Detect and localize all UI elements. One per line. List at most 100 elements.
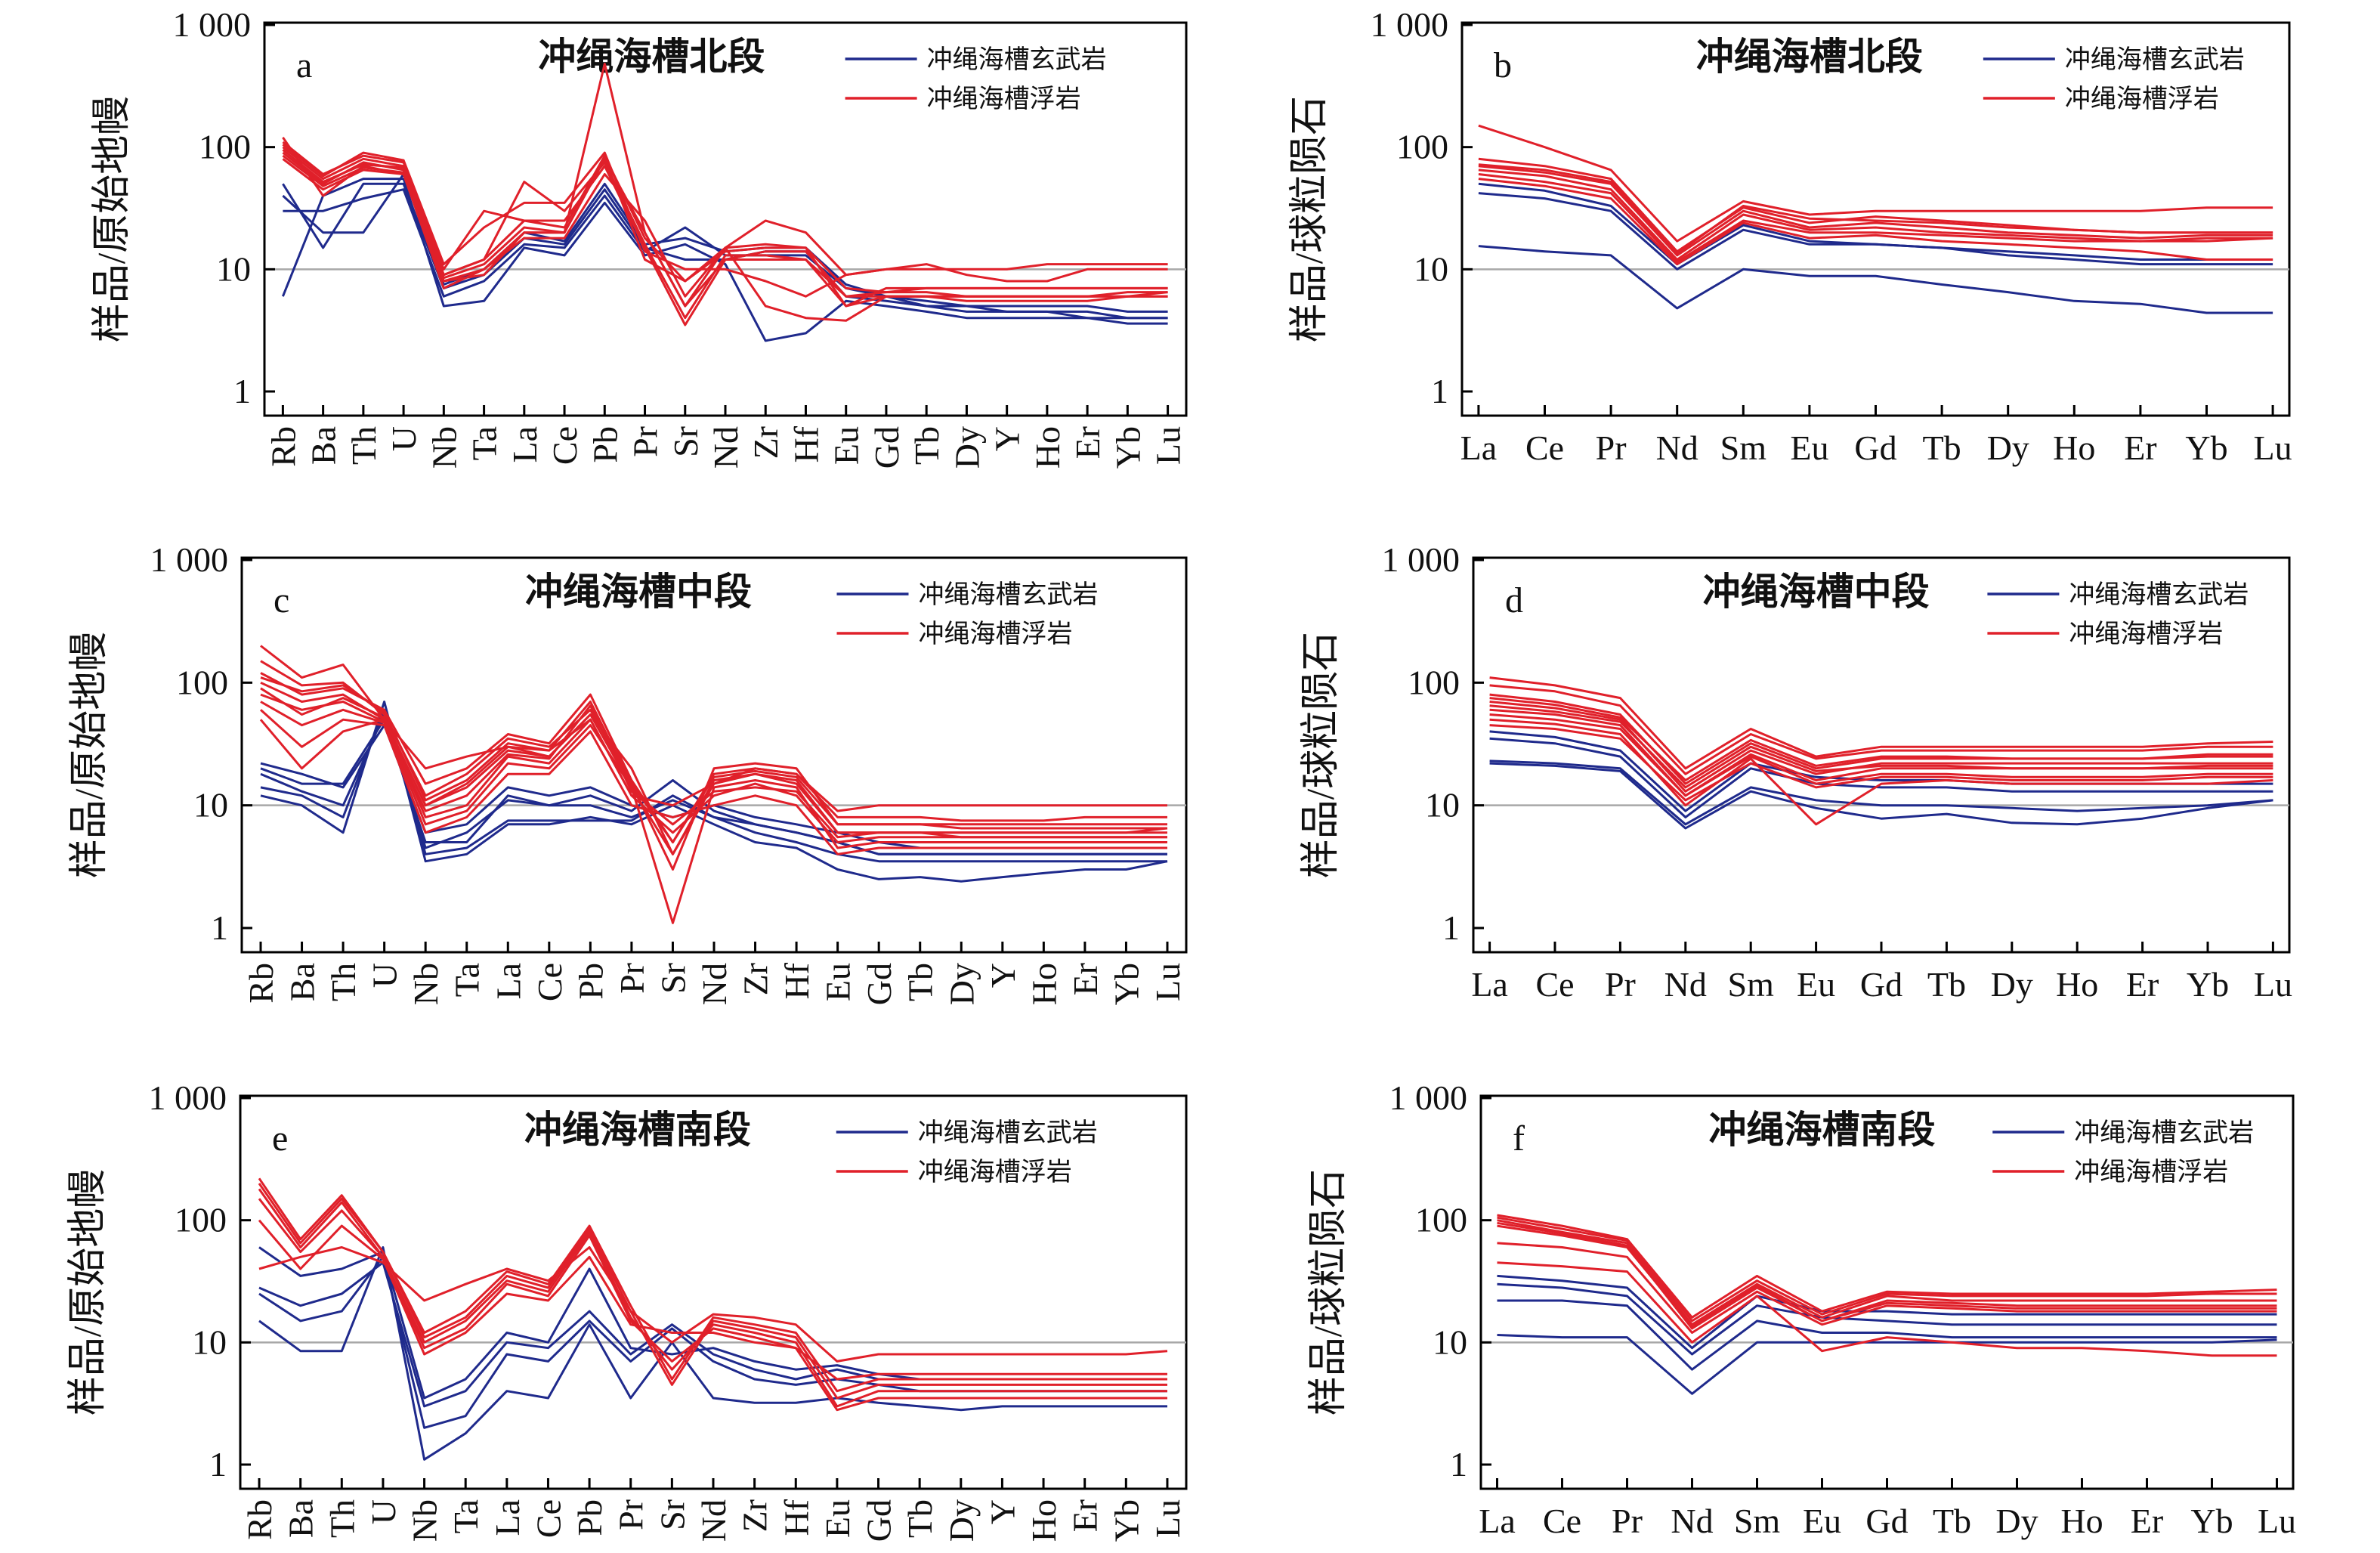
series-line-pumice-10 [1497,1261,2277,1357]
series-line-pumice-14 [260,701,1167,839]
x-tick-label: Nb [425,426,463,469]
y-axis-label: 样品/原始地幔 [68,632,111,878]
legend-entry-pumice: 冲绳海槽浮岩 [2074,1158,2228,1186]
x-tick-label: Nb [406,963,445,1005]
panel-a: 1 10 100 1 000 Rb Ba Th U Nb Ta La Ce Pb Pr Sr Nd Zr Hf Eu… [91,5,1188,469]
x-tick-label: Th [324,963,363,1001]
x-tick-label: Gd [1865,1502,1908,1540]
x-tick-label: Er [1066,1499,1105,1532]
series-line-pumice-11 [282,144,1168,298]
series-line-pumice-12 [282,154,1168,322]
series-line-pumice-14 [1489,697,2273,781]
x-tick-label: Ta [448,963,487,997]
x-tick-label: Er [2131,1502,2163,1540]
series-line-pumice-4 [1478,124,2273,243]
y-tick-label: 10 [216,249,251,288]
series-line-pumice-5 [1497,1214,2277,1319]
x-tick-label: Th [323,1499,361,1538]
x-tick-label: Zr [736,1499,774,1532]
x-tick-label: Er [1066,963,1105,995]
x-tick-label: Gd [1860,965,1902,1004]
legend-entry-pumice: 冲绳海槽浮岩 [919,620,1073,648]
series-line-pumice-6 [258,1183,1167,1400]
plot-frame [1460,21,2291,417]
x-tick-label: Eu [827,426,866,465]
x-tick-label: Er [2124,428,2156,467]
x-tick-label: Ho [1028,426,1067,469]
series-line-basalt-3 [1489,737,2273,818]
x-tick-label: Dy [1991,965,2033,1004]
x-tick-label: Ho [2056,965,2098,1004]
x-tick-label: Ho [2053,428,2095,467]
plot-frame [263,21,1188,417]
x-tick-label: Hf [777,1499,815,1536]
series-line-pumice-11 [1489,724,2273,802]
series-line-pumice-10 [282,149,1168,320]
x-tick-label: U [366,963,404,988]
series-line-pumice-12 [259,718,1167,812]
x-tick-label: Zr [737,963,775,995]
y-tick-label: 10 [1425,786,1460,824]
plot-frame [1472,556,2291,954]
series-line-pumice-12 [1489,713,2273,797]
x-tick-label: Nd [1656,428,1698,467]
series-line-pumice-9 [1478,178,2273,266]
y-tick-label: 1 000 [1371,5,1449,44]
panel-title: 冲绳海槽北段 [538,36,765,78]
x-tick-label: Pb [570,1499,609,1536]
x-tick-label: Tb [1933,1502,1971,1540]
y-axis-label: 样品/球粒陨石 [1300,632,1343,878]
x-tick-label: Ce [1525,428,1564,467]
x-tick-label: Nd [694,1499,733,1542]
x-tick-label: Ba [304,426,343,465]
series-line-pumice-13 [1489,704,2273,789]
series-line-basalt-1 [1478,245,2273,314]
series-line-pumice-10 [1489,718,2273,826]
x-tick-label: Lu [2254,428,2292,467]
x-tick-label: Lu [1148,1499,1187,1538]
x-tick-label: Ce [1535,965,1574,1004]
panel-letter: d [1505,580,1523,620]
series-line-basalt-1 [1489,762,2273,830]
panel-title: 冲绳海槽中段 [525,571,752,613]
y-tick-label: 1 [211,908,228,947]
x-tick-label: Dy [947,426,986,469]
x-tick-label: Ce [546,426,584,465]
x-tick-label: Sm [1720,428,1767,467]
series-line-pumice-10 [258,1219,1167,1381]
panel-letter: a [296,45,312,85]
x-tick-label: Tb [1927,965,1966,1004]
x-tick-label: Tb [901,1499,939,1538]
y-axis-label: 样品/球粒陨石 [1288,96,1331,342]
x-tick-label: Ho [1025,1499,1063,1542]
panel-letter: f [1513,1118,1525,1159]
x-tick-label: Rb [242,963,280,1004]
series-line-basalt-1 [258,1246,1167,1461]
x-tick-label: Ho [2060,1502,2103,1540]
x-tick-label: Ce [530,963,569,1001]
legend-entry-basalt: 冲绳海槽玄武岩 [2069,580,2249,609]
x-tick-label: Sr [653,1499,691,1530]
x-tick-label: La [1471,965,1508,1004]
y-tick-label: 10 [1433,1323,1467,1361]
y-tick-label: 1 000 [173,5,252,44]
x-tick-label: U [385,426,423,451]
panel-title: 冲绳海槽中段 [1703,571,1930,613]
series-line-pumice-6 [1497,1216,2277,1323]
y-tick-label: 100 [1415,1201,1467,1239]
x-tick-label: Eu [818,1499,857,1538]
y-tick-label: 1 [233,372,251,410]
y-tick-label: 100 [1408,663,1460,701]
y-axis-label: 样品/球粒陨石 [1307,1169,1350,1415]
x-tick-label: Dy [1987,428,2029,467]
x-tick-label: Eu [1797,965,1835,1004]
x-tick-label: Gd [867,426,906,469]
series-line-pumice-7 [1497,1219,2277,1326]
panel-e: 1 10 100 1 000 Rb Ba Th U Nb Ta La Ce Pb Pr Sr Nd Zr Hf Eu… [66,1078,1188,1542]
series-line-pumice-7 [1478,169,2273,261]
x-tick-label: Th [345,426,383,465]
x-tick-label: Pr [613,963,651,994]
x-tick-label: Ba [282,1499,320,1538]
series-line-basalt-4 [1497,1274,2277,1350]
x-tick-label: Nd [1671,1502,1713,1540]
